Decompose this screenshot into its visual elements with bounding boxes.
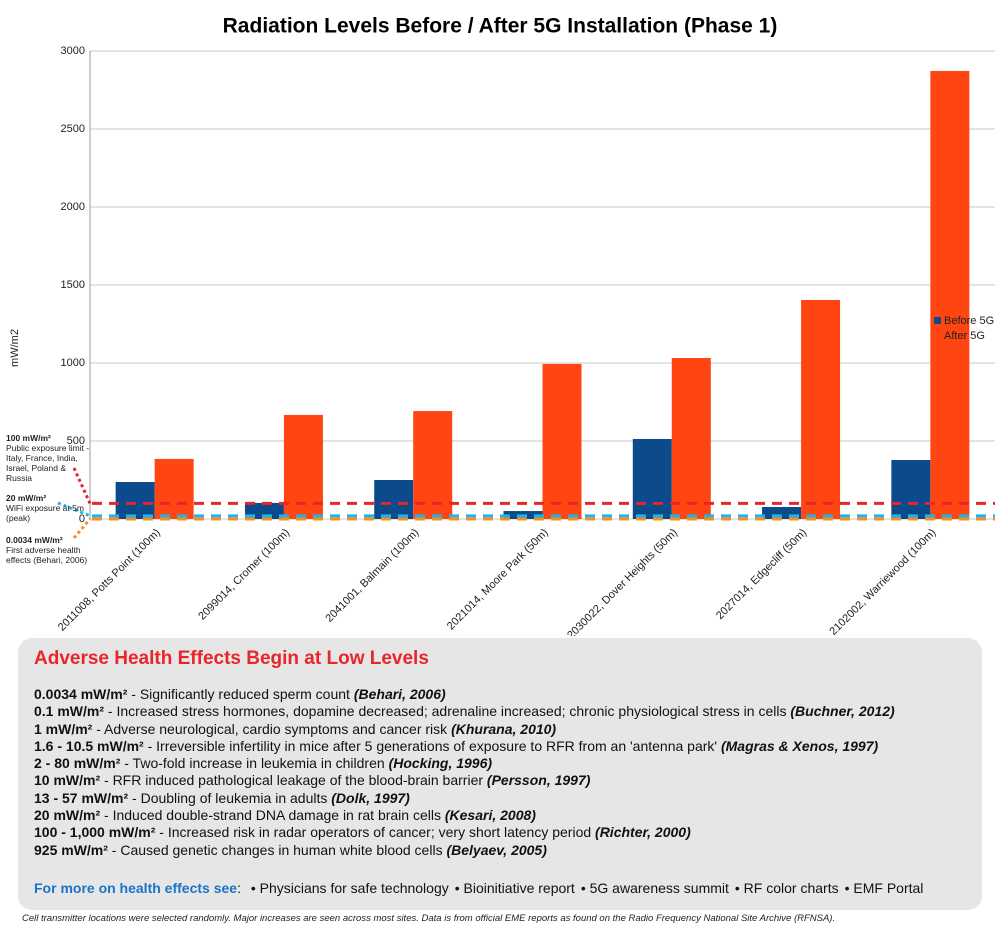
effect-item: 0.0034 mW/m² - Significantly reduced spe… <box>34 686 895 703</box>
links: For more on health effects see: • Physic… <box>34 880 923 896</box>
dose: 10 mW/m² <box>34 772 101 789</box>
y-axis-label: mW/m2 <box>9 329 21 367</box>
connector <box>72 518 92 539</box>
reference-text: First adverse health effects (Behari, 20… <box>6 545 88 565</box>
legend-swatch <box>934 317 941 324</box>
x-tick-label: 2027014, Edgecliff (50m) <box>714 527 809 622</box>
link[interactable]: • RF color charts <box>734 880 839 896</box>
reference-note: 0.0034 mW/m² First adverse health effects… <box>6 535 90 565</box>
effect-item: 20 mW/m² - Induced double-strand DNA dam… <box>34 807 895 824</box>
source: (Buchner, 2012) <box>790 703 895 720</box>
reference-label: 0.0034 mW/m² <box>6 535 63 545</box>
y-tick-label: 1500 <box>61 279 85 291</box>
effect-item: 100 - 1,000 mW/m² - Increased risk in ra… <box>34 824 895 841</box>
link[interactable]: • Bioinitiative report <box>454 880 575 896</box>
dose: 0.1 mW/m² <box>34 703 105 720</box>
reference-text: WiFi exposure at 5m (peak) <box>6 503 84 523</box>
link[interactable]: • EMF Portal <box>844 880 924 896</box>
dose: 100 - 1,000 mW/m² <box>34 824 156 841</box>
reference-note: 100 mW/m² Public exposure limit - Italy, … <box>6 433 90 483</box>
effect: - Two-fold increase in leukemia in child… <box>120 755 389 772</box>
effect-item: 925 mW/m² - Caused genetic changes in hu… <box>34 842 895 859</box>
dose: 2 - 80 mW/m² <box>34 755 121 772</box>
chart-title: Radiation Levels Before / After 5G Insta… <box>223 15 778 38</box>
legend-swatch <box>934 332 941 339</box>
links-colon: : <box>237 880 241 896</box>
source: (Dolk, 1997) <box>331 789 410 806</box>
effect: - Increased risk in radar operators of c… <box>155 824 596 841</box>
health-box: Adverse Health Effects Begin at Low Leve… <box>18 638 982 910</box>
bar <box>374 480 414 519</box>
reference-label: 20 mW/m² <box>6 493 47 503</box>
bar <box>930 70 970 519</box>
bar <box>154 458 194 519</box>
dose: 1.6 - 10.5 mW/m² <box>34 737 144 754</box>
effect-item: 1.6 - 10.5 mW/m² - Irreversible infertil… <box>34 738 895 755</box>
dose: 0.0034 mW/m² <box>34 686 128 702</box>
bar <box>283 414 323 519</box>
effect: - Induced double-strand DNA damage in ra… <box>100 807 445 824</box>
link[interactable]: • 5G awareness summit <box>580 880 729 896</box>
y-tick-label: 2000 <box>61 201 85 213</box>
effect: - Increased stress hormones, dopamine de… <box>104 703 791 720</box>
bar <box>542 363 582 519</box>
bar <box>115 482 155 519</box>
y-tick-label: 3000 <box>61 45 85 57</box>
x-tick-label: 2021014, Moore Park (50m) <box>445 527 551 633</box>
bar <box>632 438 672 519</box>
source: (Khurana, 2010) <box>451 720 557 737</box>
effect-item: 13 - 57 mW/m² - Doubling of leukemia in … <box>34 790 895 807</box>
y-tick-label: 2500 <box>61 123 85 135</box>
link[interactable]: • Physicians for safe technology <box>250 880 449 896</box>
bar <box>891 460 931 519</box>
effect: - Doubling of leukemia in adults <box>128 789 332 806</box>
dose: 925 mW/m² <box>34 841 108 858</box>
dose: 13 - 57 mW/m² <box>34 789 129 806</box>
y-tick-label: 500 <box>67 435 85 447</box>
connector <box>72 467 92 505</box>
footnote: Cell transmitter locations were selected… <box>22 913 836 924</box>
dose: 20 mW/m² <box>34 807 101 824</box>
bar <box>413 411 453 519</box>
y-tick-label: 1000 <box>61 357 85 369</box>
source: (Belyaev, 2005) <box>446 841 547 858</box>
effect-item: 0.1 mW/m² - Increased stress hormones, d… <box>34 703 895 720</box>
chart: Radiation Levels Before / After 5G Insta… <box>9 15 995 636</box>
y-tick-label: 0 <box>79 513 85 525</box>
effect: - RFR induced pathological leakage of th… <box>100 772 487 789</box>
effect: - Irreversible infertility in mice after… <box>143 737 721 754</box>
source: (Behari, 2006) <box>353 686 446 702</box>
x-tick-label: 2102002, Warriewood (100m) <box>827 527 938 636</box>
bar <box>671 358 711 519</box>
x-tick-label: 2099014, Cromer (100m) <box>196 527 292 623</box>
links-label: For more on health effects see <box>34 880 238 896</box>
source: (Richter, 2000) <box>595 824 691 841</box>
effect-item: 1 mW/m² - Adverse neurological, cardio s… <box>34 721 895 738</box>
source: (Magras & Xenos, 1997) <box>720 737 879 754</box>
reference-note: 20 mW/m² WiFi exposure at 5m (peak) <box>6 493 90 523</box>
x-tick-label: 2030022, Dover Heights (50m) <box>565 527 680 636</box>
source: (Hocking, 1996) <box>388 755 493 772</box>
bar <box>801 299 841 519</box>
legend-label: After 5G <box>944 330 985 342</box>
effect: - Significantly reduced sperm count <box>127 686 354 702</box>
effect: - Caused genetic changes in human white … <box>107 841 447 858</box>
reference-label: 100 mW/m² <box>6 433 51 443</box>
legend-label: Before 5G <box>944 315 994 327</box>
effect-item: 10 mW/m² - RFR induced pathological leak… <box>34 772 895 789</box>
dose: 1 mW/m² <box>34 720 93 737</box>
source: (Persson, 1997) <box>486 772 591 789</box>
effect-item: 2 - 80 mW/m² - Two-fold increase in leuk… <box>34 755 895 772</box>
box-title: Adverse Health Effects Begin at Low Leve… <box>34 648 429 669</box>
source: (Kesari, 2008) <box>444 807 536 824</box>
reference-text: Public exposure limit - Italy, France, I… <box>6 443 90 483</box>
effect: - Adverse neurological, cardio symptoms … <box>92 720 452 737</box>
effects-list: 0.0034 mW/m² - Significantly reduced spe… <box>34 686 895 859</box>
x-tick-label: 2041001, Balmain (100m) <box>323 527 421 625</box>
